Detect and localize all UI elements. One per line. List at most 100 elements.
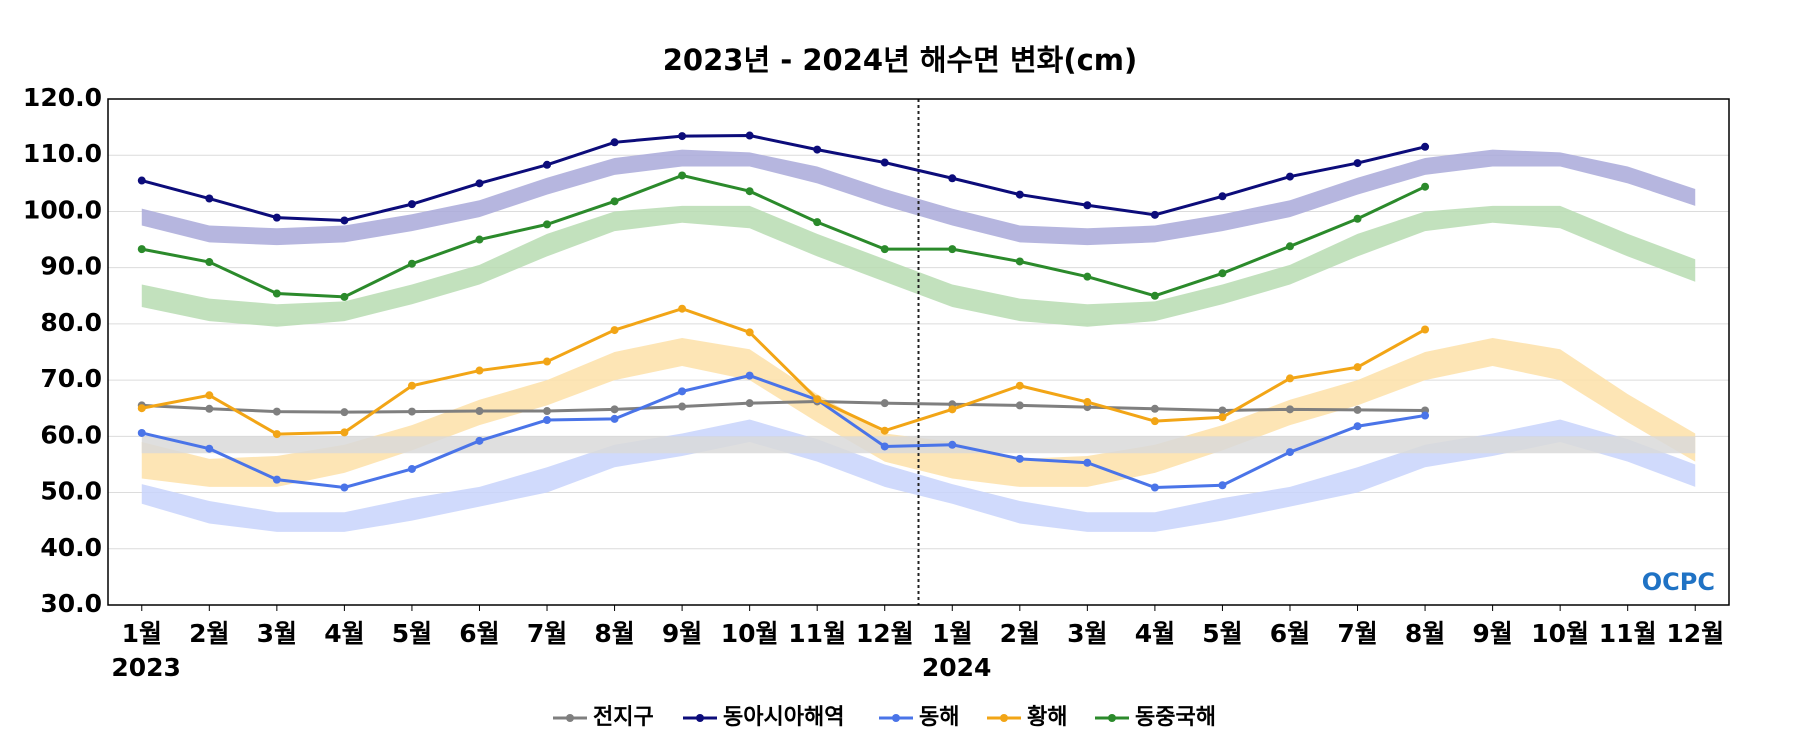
data-point [1083,398,1092,407]
x-tick-label: 1월 [122,619,162,648]
climatology-band [141,419,1696,532]
data-point [205,404,214,413]
data-point [1218,192,1227,201]
x-tick-label: 4월 [324,619,364,648]
data-point [678,132,687,141]
plot-frame [107,98,1730,606]
x-tick-label: 10월 [721,619,779,648]
data-point [610,405,619,414]
data-point [543,220,552,229]
data-point [137,245,146,254]
legend-label: 전지구 [593,705,654,730]
x-tick-label: 4월 [1135,619,1175,648]
data-point [407,381,416,390]
y-tick-label: 120.0 [23,83,102,112]
data-point [205,258,214,267]
data-point [475,407,484,416]
data-point [407,259,416,268]
data-point [880,442,889,451]
data-point [1015,190,1024,199]
data-point [1353,422,1362,431]
data-point [340,216,349,225]
x-group-label: 2024 [922,653,992,682]
data-point [1083,272,1092,281]
x-tick-label: 11월 [1599,619,1657,648]
x-tick-label: 12월 [856,619,914,648]
x-tick-label: 7월 [527,619,567,648]
data-point [407,200,416,209]
x-tick-label: 12월 [1666,619,1724,648]
y-tick-label: 110.0 [23,139,102,168]
series-line [141,173,1426,299]
data-point [813,395,822,404]
series-line [141,374,1426,490]
data-point [1083,458,1092,467]
data-point [272,430,281,439]
data-point [1285,374,1294,383]
data-point [272,213,281,222]
legend-label: 동아시아해역 [723,705,844,730]
x-tick-label: 1월 [932,619,972,648]
x-tick-label: 2월 [189,619,229,648]
series-line [141,399,1426,414]
data-point [1353,159,1362,168]
y-tick-label: 30.0 [40,589,102,618]
climatology-band [141,149,1696,246]
x-tick-label: 5월 [392,619,432,648]
data-point [1421,182,1430,191]
data-point [948,440,957,449]
data-point [1353,363,1362,372]
data-point [407,464,416,473]
series-line [141,134,1426,222]
x-tick-label: 8월 [594,619,634,648]
data-point [1150,210,1159,219]
data-point [1218,413,1227,422]
legend-label: 동해 [919,705,959,730]
x-tick-label: 8월 [1405,619,1445,648]
data-point [1015,257,1024,266]
data-point [880,426,889,435]
data-point [1285,172,1294,181]
data-point [340,483,349,492]
data-point [475,179,484,188]
data-point [813,218,822,227]
data-point [1421,325,1430,334]
data-point [137,176,146,185]
x-tick-label: 6월 [459,619,499,648]
data-point [475,235,484,244]
data-point [1015,381,1024,390]
data-point [1218,481,1227,490]
data-point [745,187,754,196]
data-point [1015,401,1024,410]
data-point [948,405,957,414]
data-point [813,145,822,154]
legend-label: 황해 [1027,705,1067,730]
data-point [407,407,416,416]
y-tick-label: 60.0 [40,420,102,449]
data-point [1150,404,1159,413]
data-point [340,428,349,437]
data-point [948,174,957,183]
data-point [205,194,214,203]
data-point [543,160,552,169]
data-point [475,366,484,375]
data-point [745,131,754,140]
data-point [1150,417,1159,426]
data-point [137,404,146,413]
data-point [745,371,754,380]
x-tick-label: 2월 [1000,619,1040,648]
legend-marker [566,714,574,722]
data-point [1285,405,1294,414]
x-tick-label: 7월 [1337,619,1377,648]
data-point [1353,405,1362,414]
data-point [1150,291,1159,300]
data-point [1218,406,1227,415]
y-tick-label: 70.0 [40,364,102,393]
data-point [137,428,146,437]
data-point [678,387,687,396]
climatology-band [141,205,1696,327]
data-point [1150,483,1159,492]
series-line [141,307,1426,436]
data-point [272,407,281,416]
